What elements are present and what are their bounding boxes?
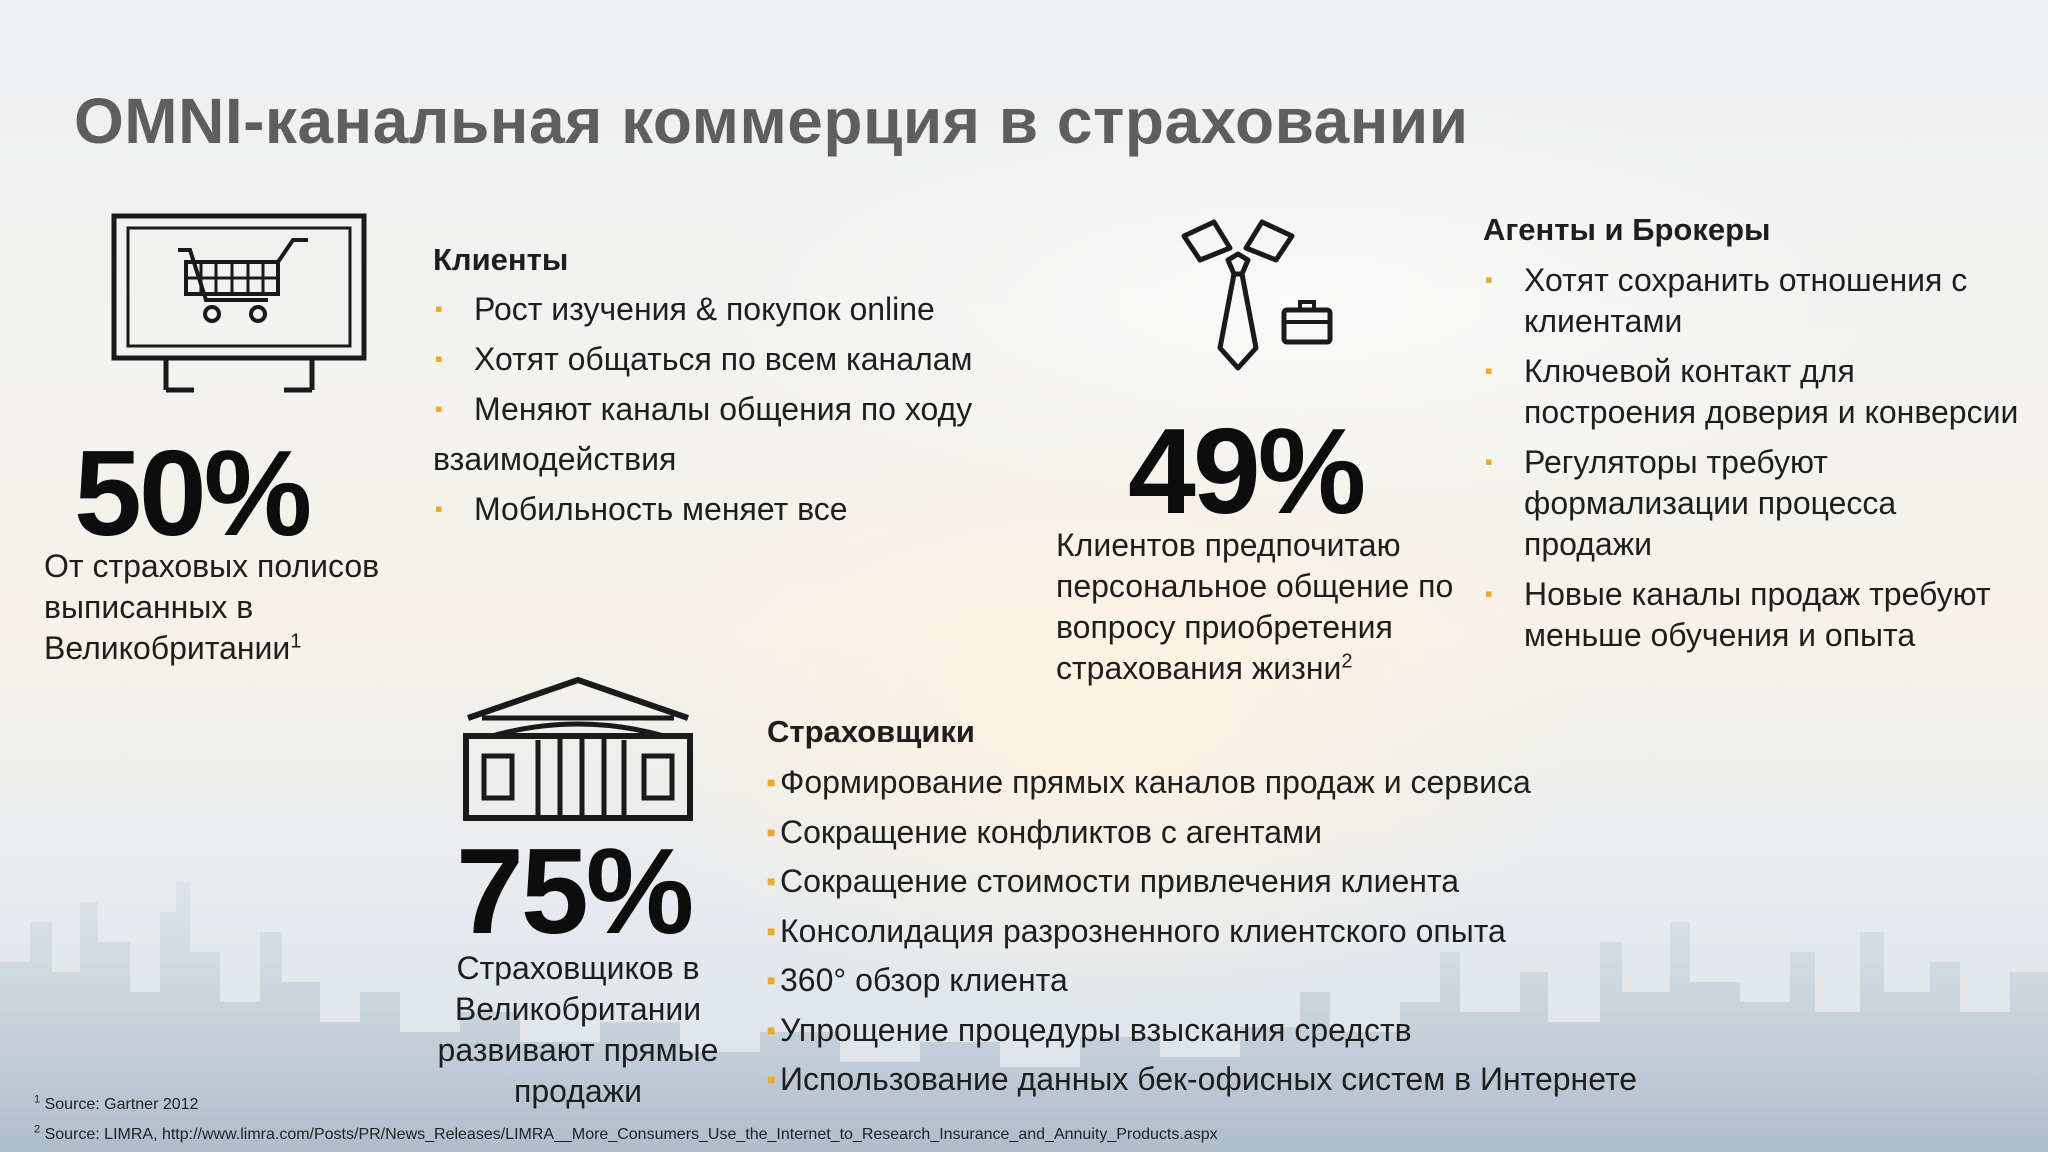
- tie-briefcase-icon: [1181, 219, 1333, 371]
- bullet-icon: ▪: [435, 346, 443, 371]
- bullet-icon: ■: [767, 972, 776, 988]
- bullet-icon: ■: [767, 774, 776, 790]
- bullet-icon: ▪: [435, 496, 443, 521]
- agents-heading: Агенты и Брокеры: [1483, 212, 1771, 247]
- source-link[interactable]: Source: LIMRA, http://www.limra.com/Post…: [44, 1126, 1218, 1143]
- agents-stat-description: Клиентов предпочитаю персональное общени…: [1056, 527, 1454, 686]
- bullet-icon: ▪: [435, 396, 443, 421]
- city-skyline-background: [0, 882, 2048, 1152]
- building-icon: [463, 677, 693, 821]
- list-item: ■ Сокращение стоимости привлечения клиент…: [767, 857, 1747, 907]
- list-item: ▪ Хотят общаться по всем каналам: [433, 334, 1033, 384]
- bullet-icon: ■: [767, 922, 776, 939]
- clients-heading: Клиенты: [433, 242, 569, 277]
- list-item: ■ Формирование прямых каналов продаж и се…: [767, 758, 1747, 808]
- computer-shopping-cart-icon: [111, 213, 367, 393]
- list-item-continuation: взаимодействия: [433, 441, 677, 477]
- insurers-list: ■ Формирование прямых каналов продаж и се…: [767, 758, 1747, 1105]
- footnote-1: 1 Source: Gartner 2012: [34, 1093, 199, 1113]
- insurers-stat-value: 75%: [456, 823, 694, 959]
- list-item: ▪ Меняют каналы общения по ходу: [433, 384, 1033, 434]
- clients-stat-value: 50%: [74, 425, 312, 561]
- list-item: ▪ Новые каналы продаж требуют меньше обуч…: [1483, 574, 2023, 656]
- list-item: ▪ Хотят сохранить отношения с клиентами: [1483, 260, 2023, 342]
- footnote-ref: 2: [1341, 650, 1353, 673]
- list-item: ▪ Рост изучения & покупок online: [433, 284, 1033, 334]
- bullet-icon: ■: [767, 823, 776, 840]
- clients-stat-description: От страховых полисов выписанных в Велико…: [44, 548, 380, 666]
- footnote-ref: 1: [290, 630, 302, 653]
- footnote-2: 2 Source: LIMRA, http://www.limra.com/Po…: [34, 1123, 1218, 1143]
- bullet-icon: ▪: [1485, 358, 1493, 383]
- insurers-heading: Страховщики: [767, 714, 975, 749]
- bullet-icon: ■: [767, 1071, 776, 1087]
- clients-list: ▪ Рост изучения & покупок online ▪ Хотят о…: [433, 284, 1033, 534]
- list-item: ■ Консолидация разрозненного клиентского …: [767, 907, 1747, 957]
- agents-list: ▪ Хотят сохранить отношения с клиентами ▪…: [1483, 260, 2023, 665]
- list-item: ▪ Мобильность меняет все: [433, 484, 1033, 534]
- bullet-icon: ▪: [1485, 581, 1493, 606]
- list-item: ■ Использование данных бек-офисных систем…: [767, 1055, 1747, 1105]
- list-item: ■ Сокращение конфликтов с агентами: [767, 808, 1747, 858]
- bullet-icon: ▪: [1485, 449, 1493, 474]
- list-item: ■ 360° обзор клиента: [767, 956, 1747, 1006]
- list-item: ▪ Регуляторы требуют формализации процесс…: [1483, 442, 2023, 565]
- bullet-icon: ▪: [1485, 267, 1493, 292]
- list-item: ▪ Ключевой контакт для построения доверия…: [1483, 351, 2023, 433]
- bullet-icon: ■: [767, 1021, 776, 1038]
- bullet-icon: ■: [767, 873, 776, 889]
- insurers-stat-description: Страховщиков в Великобритании развивают …: [437, 950, 719, 1109]
- page-title: OMNI-канальная коммерция в страховании: [74, 85, 1469, 157]
- agents-stat-value: 49%: [1128, 403, 1366, 539]
- bullet-icon: ▪: [435, 296, 443, 321]
- list-item: ■ Упрощение процедуры взыскания средств: [767, 1006, 1747, 1056]
